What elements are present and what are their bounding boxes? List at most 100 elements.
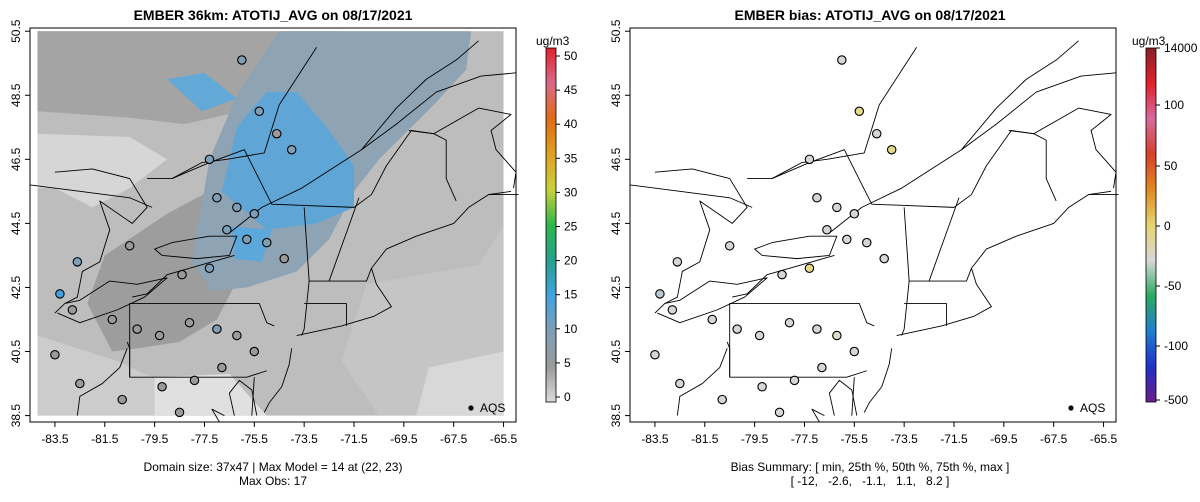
aqs-station-point	[837, 55, 847, 65]
aqs-station-point	[832, 330, 842, 341]
aqs-station-point	[124, 241, 135, 251]
state-border	[909, 268, 972, 282]
x-tick-label: -71.5	[940, 432, 968, 446]
station-markers	[650, 55, 897, 418]
plot-frame	[29, 27, 517, 423]
y-tick-label: 50.5	[609, 19, 623, 43]
y-tick-label: 46.5	[9, 147, 23, 171]
colorbar-tick-label: -50	[1164, 279, 1182, 293]
station-markers	[50, 55, 297, 418]
plot-frame	[629, 27, 1117, 423]
aqs-station-point	[675, 378, 685, 389]
aqs-station-point	[707, 314, 717, 325]
y-axis: 38.5 40.5 42.5 44.5 46.5 48.5 50.5	[609, 19, 630, 427]
colorbar-tick-label: 5	[564, 356, 571, 370]
coastline	[154, 235, 238, 260]
colorbar-tick-label: 0	[1164, 219, 1171, 233]
right-colorbar-unit: ug/m3	[1132, 34, 1166, 48]
aqs-station-point	[271, 128, 282, 139]
x-axis: -83.5 -81.5 -79.5 -77.5 -75.5 -73.5 -71.5 -69.5…	[41, 422, 518, 446]
aqs-station-point	[249, 346, 260, 357]
state-border	[851, 377, 855, 416]
plot-background	[630, 28, 1116, 422]
coastline	[771, 46, 917, 179]
colorbar-tick-label: 15	[564, 288, 578, 302]
x-tick-label: -81.5	[691, 432, 719, 446]
aqs-station-point	[871, 128, 882, 139]
right-chart: AQS -83.5 -81.5 -79.5 -77.5 -75.5 -73.5 -71.5 -6…	[609, 19, 1198, 446]
concentration-field	[37, 31, 504, 416]
colorbar-tick-label: 50	[564, 49, 578, 63]
field-plume-south	[231, 226, 272, 262]
aqs-station-point	[222, 225, 232, 235]
colorbar-tick-label: 40	[564, 117, 578, 131]
aqs-station-point	[774, 407, 785, 418]
aqs-station-point	[237, 55, 247, 65]
left-footer-line1: Domain size: 37x47 | Max Model = 14 at (…	[143, 460, 403, 474]
aqs-station-point	[812, 324, 822, 334]
x-tick-label: -69.5	[990, 432, 1018, 446]
right-footer-line1: Bias Summary: [ min, 25th %, 50th %, 75t…	[730, 460, 1010, 474]
aqs-station-point	[107, 314, 117, 325]
coastline	[296, 194, 519, 336]
state-border	[928, 197, 960, 282]
aqs-legend: AQS	[468, 401, 505, 415]
field-offshore-light	[416, 351, 504, 416]
state-border	[301, 207, 310, 336]
left-chart-title: EMBER 36km: ATOTIJ_AVG on 08/17/2021	[133, 7, 413, 23]
x-tick-label: -73.5	[290, 432, 318, 446]
aqs-station-point	[212, 193, 222, 203]
x-tick-label: -75.5	[841, 432, 869, 446]
coastline	[863, 348, 893, 413]
colorbar-gradient	[1145, 47, 1157, 403]
coastline	[229, 72, 517, 234]
aqs-station-point	[177, 269, 187, 280]
colorbar-tick-label: 35	[564, 151, 578, 165]
aqs-station-point	[212, 324, 222, 334]
aqs-station-point	[754, 330, 765, 341]
aqs-station-point	[879, 253, 889, 264]
colorbar-tick-label: 50	[1164, 159, 1178, 173]
aqs-station-point	[50, 349, 60, 360]
right-plot-area: AQS	[629, 27, 1119, 423]
aqs-station-point	[154, 330, 165, 341]
x-axis: -83.5 -81.5 -79.5 -77.5 -75.5 -73.5 -71.5 -69.5…	[641, 422, 1118, 446]
colorbar-tick-label: -100	[1164, 339, 1188, 353]
state-border	[76, 348, 128, 416]
aqs-station-point	[784, 317, 795, 328]
aqs-station-point	[832, 202, 842, 213]
x-tick-label: -67.5	[1040, 432, 1068, 446]
y-tick-label: 48.5	[609, 83, 623, 107]
state-border	[901, 207, 910, 336]
colorbar-tick-label: 0	[564, 390, 571, 404]
x-tick-label: -73.5	[890, 432, 918, 446]
coastline	[654, 168, 748, 314]
aqs-station-point	[849, 209, 860, 219]
x-tick-label: -79.5	[141, 432, 169, 446]
aqs-station-point	[822, 225, 832, 235]
legend-dot	[468, 405, 474, 411]
colorbar-tick-label: 100	[1164, 98, 1184, 112]
aqs-station-point	[655, 289, 665, 299]
aqs-station-point	[777, 269, 787, 280]
x-tick-label: -83.5	[41, 432, 69, 446]
coastline	[961, 40, 1079, 151]
aqs-station-point	[72, 257, 83, 267]
aqs-station-point	[232, 330, 242, 341]
coastline	[228, 379, 258, 416]
state-border	[629, 184, 753, 208]
y-tick-label: 44.5	[609, 211, 623, 235]
coastline	[171, 46, 317, 179]
state-border	[251, 377, 255, 416]
aqs-station-point	[817, 362, 827, 373]
legend-label: AQS	[480, 401, 505, 415]
aqs-station-point	[217, 362, 227, 373]
state-border	[747, 303, 875, 327]
state-border	[147, 303, 275, 327]
aqs-station-point	[842, 234, 852, 245]
coastline	[896, 194, 1119, 336]
x-tick-label: -81.5	[91, 432, 119, 446]
colorbar: 0 5 10 15 20 25 30 35 40 45 50	[545, 47, 578, 404]
coastline	[488, 190, 512, 196]
x-tick-label: -65.5	[1090, 432, 1118, 446]
